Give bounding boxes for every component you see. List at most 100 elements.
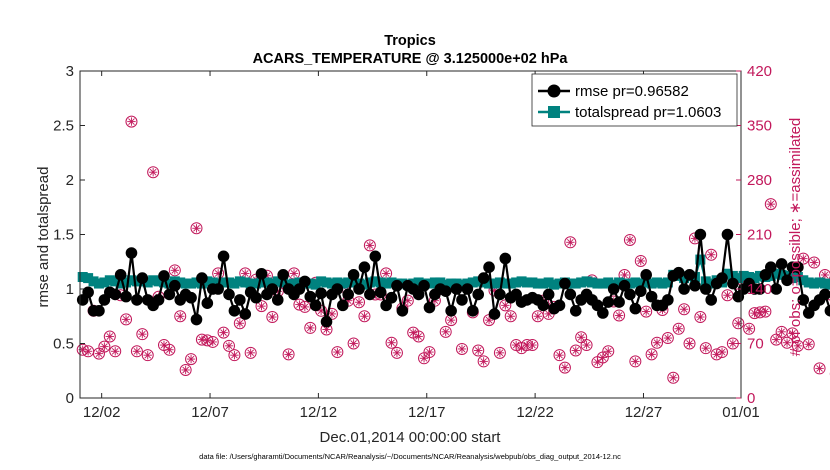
obs-assimilated-marker xyxy=(426,348,433,356)
obs-assimilated-marker xyxy=(404,297,412,305)
obs-assimilated-marker xyxy=(697,313,704,321)
x-tick-label: 01/01 xyxy=(722,404,760,421)
rmse-point xyxy=(82,286,94,299)
rmse-point xyxy=(477,272,490,284)
obs-count-point xyxy=(141,349,154,362)
obs-count-point xyxy=(136,328,149,341)
totalspread-point xyxy=(223,277,234,288)
obs-assimilated-marker xyxy=(772,336,780,343)
obs-assimilated-marker xyxy=(149,168,157,176)
totalspread-point xyxy=(272,276,283,287)
obs-possible-marker xyxy=(222,339,235,352)
totalspread-point xyxy=(803,277,814,288)
obs-count-point xyxy=(786,327,799,340)
obs-assimilated-marker xyxy=(182,366,189,374)
y-tick-label: 0.5 xyxy=(53,336,74,353)
obs-count-point xyxy=(483,314,496,327)
rmse-point xyxy=(196,272,208,284)
totalspread-point xyxy=(570,278,581,289)
obs-count-point xyxy=(493,346,506,359)
x-tick-label: 12/12 xyxy=(300,404,338,421)
obs-assimilated-marker xyxy=(789,330,796,337)
totalspread-point xyxy=(359,279,370,290)
rmse-point xyxy=(331,283,344,295)
rmse-point xyxy=(158,270,170,282)
rmse-point xyxy=(499,252,512,265)
obs-count-point xyxy=(542,307,555,320)
obs-count-point xyxy=(716,346,729,359)
obs-count-point xyxy=(678,303,691,316)
obs-assimilated-marker xyxy=(350,340,357,347)
totalspread-point xyxy=(104,275,115,286)
totalspread-point xyxy=(99,277,110,288)
obs-assimilated-marker xyxy=(816,365,823,372)
rmse-point xyxy=(613,296,625,308)
totalspread-point xyxy=(251,278,262,289)
obs-possible-marker xyxy=(629,355,642,368)
obs-assimilated-marker xyxy=(615,312,623,319)
obs-assimilated-marker xyxy=(767,200,775,208)
totalspread-point xyxy=(180,278,191,289)
rmse-point xyxy=(624,288,636,301)
rmse-point xyxy=(640,269,652,281)
rmse-point xyxy=(824,305,830,317)
obs-count-point xyxy=(504,310,517,323)
rmse-point xyxy=(727,277,739,290)
obs-possible-marker xyxy=(363,239,376,252)
totalspread-point xyxy=(733,273,744,284)
obs-count-point xyxy=(282,348,295,361)
obs-count-point xyxy=(613,309,626,322)
obs-assimilated-marker xyxy=(258,302,265,310)
rmse-point xyxy=(190,313,203,326)
totalspread-point xyxy=(749,273,760,284)
rmse-point xyxy=(347,269,360,281)
rmse-point xyxy=(309,299,322,312)
obs-possible-marker xyxy=(634,254,647,267)
x-axis-label: Dec.01,2014 00:00:00 start xyxy=(320,429,502,446)
obs-possible-marker xyxy=(390,346,403,359)
obs-possible-marker xyxy=(125,115,138,128)
obs-assimilated-marker xyxy=(805,340,813,348)
obs-count-point xyxy=(266,311,279,324)
obs-count-point xyxy=(92,347,105,360)
obs-assimilated-marker xyxy=(306,324,314,332)
totalspread-point xyxy=(467,277,478,288)
obs-count-point xyxy=(808,256,821,269)
obs-count-point xyxy=(163,343,176,356)
totalspread-point xyxy=(321,277,332,288)
obs-possible-marker xyxy=(526,339,539,352)
totalspread-point xyxy=(624,278,635,289)
rmse-point xyxy=(374,286,387,299)
rmse-point xyxy=(564,288,577,301)
obs-assimilated-marker xyxy=(106,333,114,340)
totalspread-point xyxy=(77,272,88,283)
rmse-point xyxy=(169,279,181,292)
obs-count-point xyxy=(683,337,696,350)
obs-possible-marker xyxy=(493,346,506,359)
obs-assimilated-marker xyxy=(247,349,255,357)
rmse-point xyxy=(678,283,690,295)
totalspread-point xyxy=(543,277,554,288)
y-tick-label: 2.5 xyxy=(53,118,74,135)
rmse-point xyxy=(694,228,707,241)
obs-assimilated-marker xyxy=(621,271,628,279)
rmse-point xyxy=(705,294,718,306)
obs-possible-marker xyxy=(282,348,295,361)
obs-count-point xyxy=(217,326,230,339)
totalspread-point xyxy=(576,277,587,288)
obs-count-point xyxy=(358,310,371,323)
rmse-point xyxy=(819,288,830,301)
obs-count-point xyxy=(531,310,544,323)
totalspread-point xyxy=(641,277,652,288)
totalspread-point xyxy=(798,275,809,286)
obs-assimilated-marker xyxy=(415,333,422,340)
obs-assimilated-marker xyxy=(653,339,661,347)
legend: rmse pr=0.96582 totalspread pr=1.0603 xyxy=(531,73,738,127)
obs-assimilated-marker xyxy=(166,346,173,354)
totalspread-point xyxy=(234,276,245,287)
obs-assimilated-marker xyxy=(447,316,455,324)
totalspread-point xyxy=(473,276,484,287)
x-tick-label: 12/02 xyxy=(83,404,121,421)
obs-possible-marker xyxy=(781,336,794,349)
totalspread-point xyxy=(511,277,522,288)
